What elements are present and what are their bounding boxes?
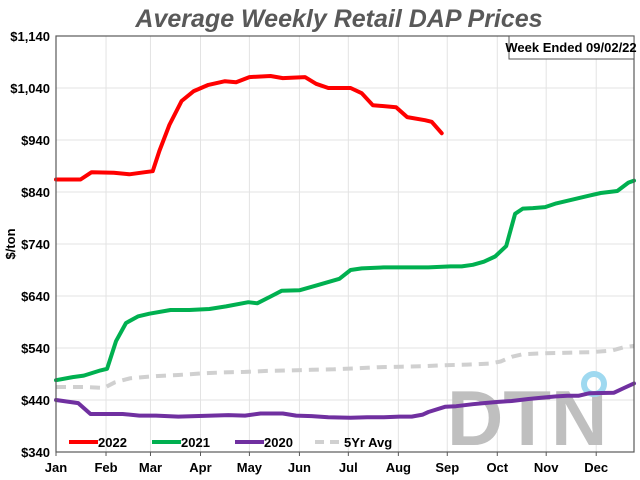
y-tick-label: $940 [21, 133, 50, 148]
series-line-2022 [54, 74, 444, 182]
x-tick-label: Sep [435, 460, 459, 475]
x-tick-label: Jun [288, 460, 311, 475]
x-tick-label: Dec [584, 460, 608, 475]
x-tick-label: Oct [486, 460, 508, 475]
annotation-text: Week Ended 09/02/22 [505, 40, 636, 55]
x-tick-label: Jan [45, 460, 67, 475]
watermark-text: DTN [447, 374, 607, 462]
x-tick-label: Feb [94, 460, 117, 475]
y-tick-label: $540 [21, 341, 50, 356]
x-tick-label: Aug [386, 460, 411, 475]
legend-label: 2021 [181, 435, 210, 450]
series-line-2021 [54, 178, 636, 383]
annotation-box [508, 35, 635, 60]
y-tick-label: $440 [21, 393, 50, 408]
y-axis-title: $/ton [3, 228, 18, 259]
legend: 2022 2021 2020 5Yr Avg [69, 435, 392, 450]
y-axis: $340 $440 $540 $640 $740 $840 $940 $1,040 $1,140 [10, 29, 50, 460]
y-tick-label: $740 [21, 237, 50, 252]
y-tick-label: $1,140 [10, 29, 50, 44]
dtn-watermark: DTN [447, 371, 607, 462]
legend-item: 2022 [69, 435, 127, 450]
legend-label: 2022 [98, 435, 127, 450]
y-tick-label: $640 [21, 289, 50, 304]
x-tick-label: Nov [534, 460, 559, 475]
legend-item: 2020 [235, 435, 293, 450]
x-tick-label: Apr [189, 460, 211, 475]
chart-title: Average Weekly Retail DAP Prices [134, 5, 542, 33]
plot-frame [55, 35, 635, 453]
x-tick-label: Mar [139, 460, 162, 475]
y-tick-label: $840 [21, 185, 50, 200]
x-tick-label: Jul [339, 460, 358, 475]
legend-label: 2020 [264, 435, 293, 450]
legend-item: 2021 [152, 435, 210, 450]
x-axis: Jan Feb Mar Apr May Jun Jul Aug Sep Oct Nov Dec [45, 452, 608, 475]
y-tick-label: $340 [21, 445, 50, 460]
gridlines [56, 36, 634, 452]
week-ended-annotation: Week Ended 09/02/22 [505, 35, 637, 60]
series-line-2020 [54, 381, 636, 420]
series-lines [54, 74, 636, 420]
legend-label: 5Yr Avg [344, 435, 392, 450]
x-tick-label: May [237, 460, 263, 475]
legend-item: 5Yr Avg [315, 435, 392, 450]
series-line-5yr-avg [56, 343, 635, 390]
y-tick-label: $1,040 [10, 81, 50, 96]
